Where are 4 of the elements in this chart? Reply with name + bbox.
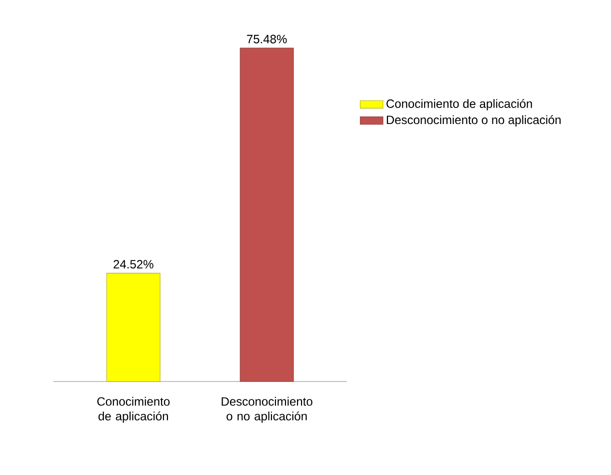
legend-label: Desconocimiento o no aplicación [386,115,561,127]
data-label: 24.52% [114,260,154,269]
data-label: 75.48% [247,34,287,44]
legend-label: Conocimiento de aplicación [386,99,532,110]
